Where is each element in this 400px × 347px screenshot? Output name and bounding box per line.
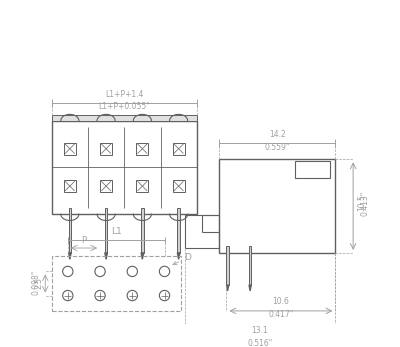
Text: P: P [81,236,86,245]
Bar [52,121,197,214]
Bar [100,143,112,155]
Text: 2.5: 2.5 [35,277,44,288]
Text: L1+P+0.055": L1+P+0.055" [98,102,150,111]
Text: 0.559": 0.559" [265,143,290,152]
Bar [68,208,71,253]
Bar [141,208,144,253]
Bar [249,246,251,285]
Polygon shape [177,253,180,259]
Bar [52,115,197,121]
Bar [184,215,219,248]
Text: 0.516": 0.516" [247,339,272,347]
Bar [172,180,185,192]
Bar [219,159,336,253]
Text: 0.413": 0.413" [360,190,370,215]
Bar [136,143,148,155]
Polygon shape [68,253,71,259]
Text: 10.5: 10.5 [357,194,366,211]
Text: 0.417": 0.417" [268,310,294,319]
Bar [52,256,181,311]
Text: L1: L1 [111,227,122,236]
Bar [295,161,330,178]
Bar [136,180,148,192]
Bar [105,208,107,253]
Polygon shape [249,285,251,291]
Text: D: D [173,253,191,265]
Text: 0.098": 0.098" [31,270,40,295]
Bar [177,208,180,253]
Bar [100,180,112,192]
Bar [64,180,76,192]
Text: L1+P+1.4: L1+P+1.4 [105,90,144,99]
Polygon shape [226,285,229,291]
Bar [226,246,229,285]
Polygon shape [141,253,144,259]
Polygon shape [105,253,107,259]
Text: 13.1: 13.1 [252,327,268,336]
Bar [64,143,76,155]
Text: 10.6: 10.6 [272,297,289,306]
Text: 14.2: 14.2 [269,130,286,139]
Bar [172,143,185,155]
